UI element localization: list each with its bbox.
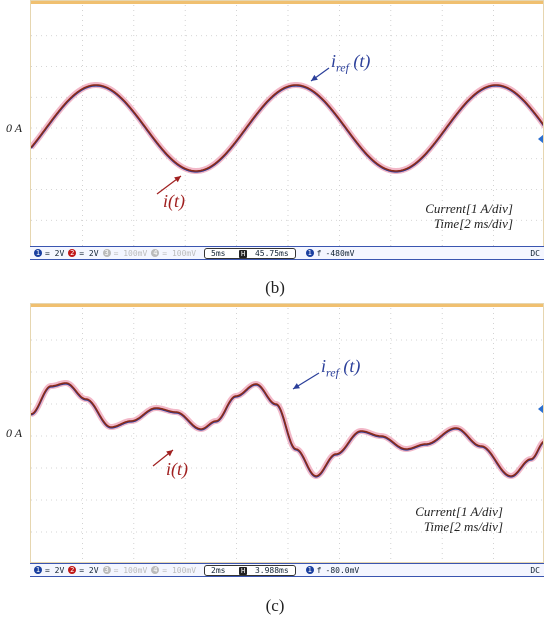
i-label-b: i(t): [163, 191, 185, 211]
iref-label-c: iref (t): [321, 356, 361, 380]
i-arrow-c-head: [166, 450, 173, 457]
waveform-plot-c: [31, 308, 543, 562]
zero-label-c: 0 A: [6, 426, 23, 440]
grid-c: [31, 308, 543, 562]
scope-panel-b: iref (t) i(t) Current[1 A/div] Time[2 ms…: [6, 0, 544, 265]
i-trace-c: [31, 382, 543, 477]
h-marker-b: H: [239, 249, 248, 258]
i-trace-b: [31, 84, 543, 172]
scope-screen-b: iref (t) i(t) Current[1 A/div] Time[2 ms…: [30, 0, 544, 250]
ch4-scale-b: = 100mV: [162, 248, 197, 258]
ch1-scale-b: = 2V: [45, 248, 65, 258]
trigger-slope-c: f: [316, 565, 322, 575]
scope-topbar-c: [31, 304, 543, 307]
trigger-ch-badge-b: 1: [305, 249, 314, 257]
glow-trace-b: [31, 82, 543, 174]
h-marker-c: H: [239, 566, 248, 575]
coupling-c: DC: [530, 565, 540, 575]
trigger-ch-badge-c: 1: [305, 566, 314, 574]
ch2-badge-b: 2: [68, 249, 77, 257]
ch2-scale-c: = 2V: [79, 565, 99, 575]
iref-label-b: iref (t): [331, 51, 371, 75]
ch3-scale-c: = 100mV: [113, 565, 148, 575]
timebase-box-c: 2ms H 3.988ms: [204, 564, 296, 576]
ch1-scale-c: = 2V: [45, 565, 65, 575]
iref-arrow-c-head: [293, 383, 300, 389]
i-arrow-b-head: [174, 176, 181, 183]
scale-text-b: Current[1 A/div] Time[2 ms/div]: [425, 201, 513, 231]
ch4-badge-c: 4: [151, 566, 160, 574]
ch1-badge-c: 1: [34, 566, 42, 574]
ch2-scale-b: = 2V: [79, 248, 99, 258]
caption-b: (b): [265, 278, 285, 297]
ch2-badge-c: 2: [68, 566, 77, 574]
trigger-level-marker-b: [538, 134, 543, 144]
scope-topbar-b: [31, 1, 543, 4]
zero-label-b: 0 A: [6, 121, 23, 135]
scope-panel-c: iref (t) i(t) Current[1 A/div] Time[2 ms…: [6, 303, 544, 583]
scope-screen-c: iref (t) i(t) Current[1 A/div] Time[2 ms…: [30, 303, 544, 563]
i-label-c: i(t): [166, 459, 188, 479]
iref-arrow-b-head: [311, 74, 318, 81]
trigger-level-marker-c: [538, 404, 543, 414]
status-bar-c: 1 = 2V 2 = 2V 3 = 100mV 4 = 100mV 2ms H …: [30, 563, 544, 577]
ch3-scale-b: = 100mV: [113, 248, 148, 258]
ch3-badge-b: 3: [102, 249, 111, 257]
trigger-slope-b: f: [316, 248, 322, 258]
waveform-plot-b: [31, 5, 543, 249]
trigger-level-b: -480mV: [325, 248, 355, 258]
timebase-box-b: 5ms H 45.75ms: [204, 247, 296, 259]
trigger-level-c: -80.0mV: [325, 565, 360, 575]
status-bar-b: 1 = 2V 2 = 2V 3 = 100mV 4 = 100mV 5ms H …: [30, 246, 544, 260]
scale-text-c: Current[1 A/div] Time[2 ms/div]: [415, 504, 503, 534]
coupling-b: DC: [530, 248, 540, 258]
caption-c: (c): [265, 596, 285, 615]
ch3-badge-c: 3: [102, 566, 111, 574]
ch4-badge-b: 4: [151, 249, 160, 257]
ch1-badge-b: 1: [34, 249, 42, 257]
ch4-scale-c: = 100mV: [162, 565, 197, 575]
